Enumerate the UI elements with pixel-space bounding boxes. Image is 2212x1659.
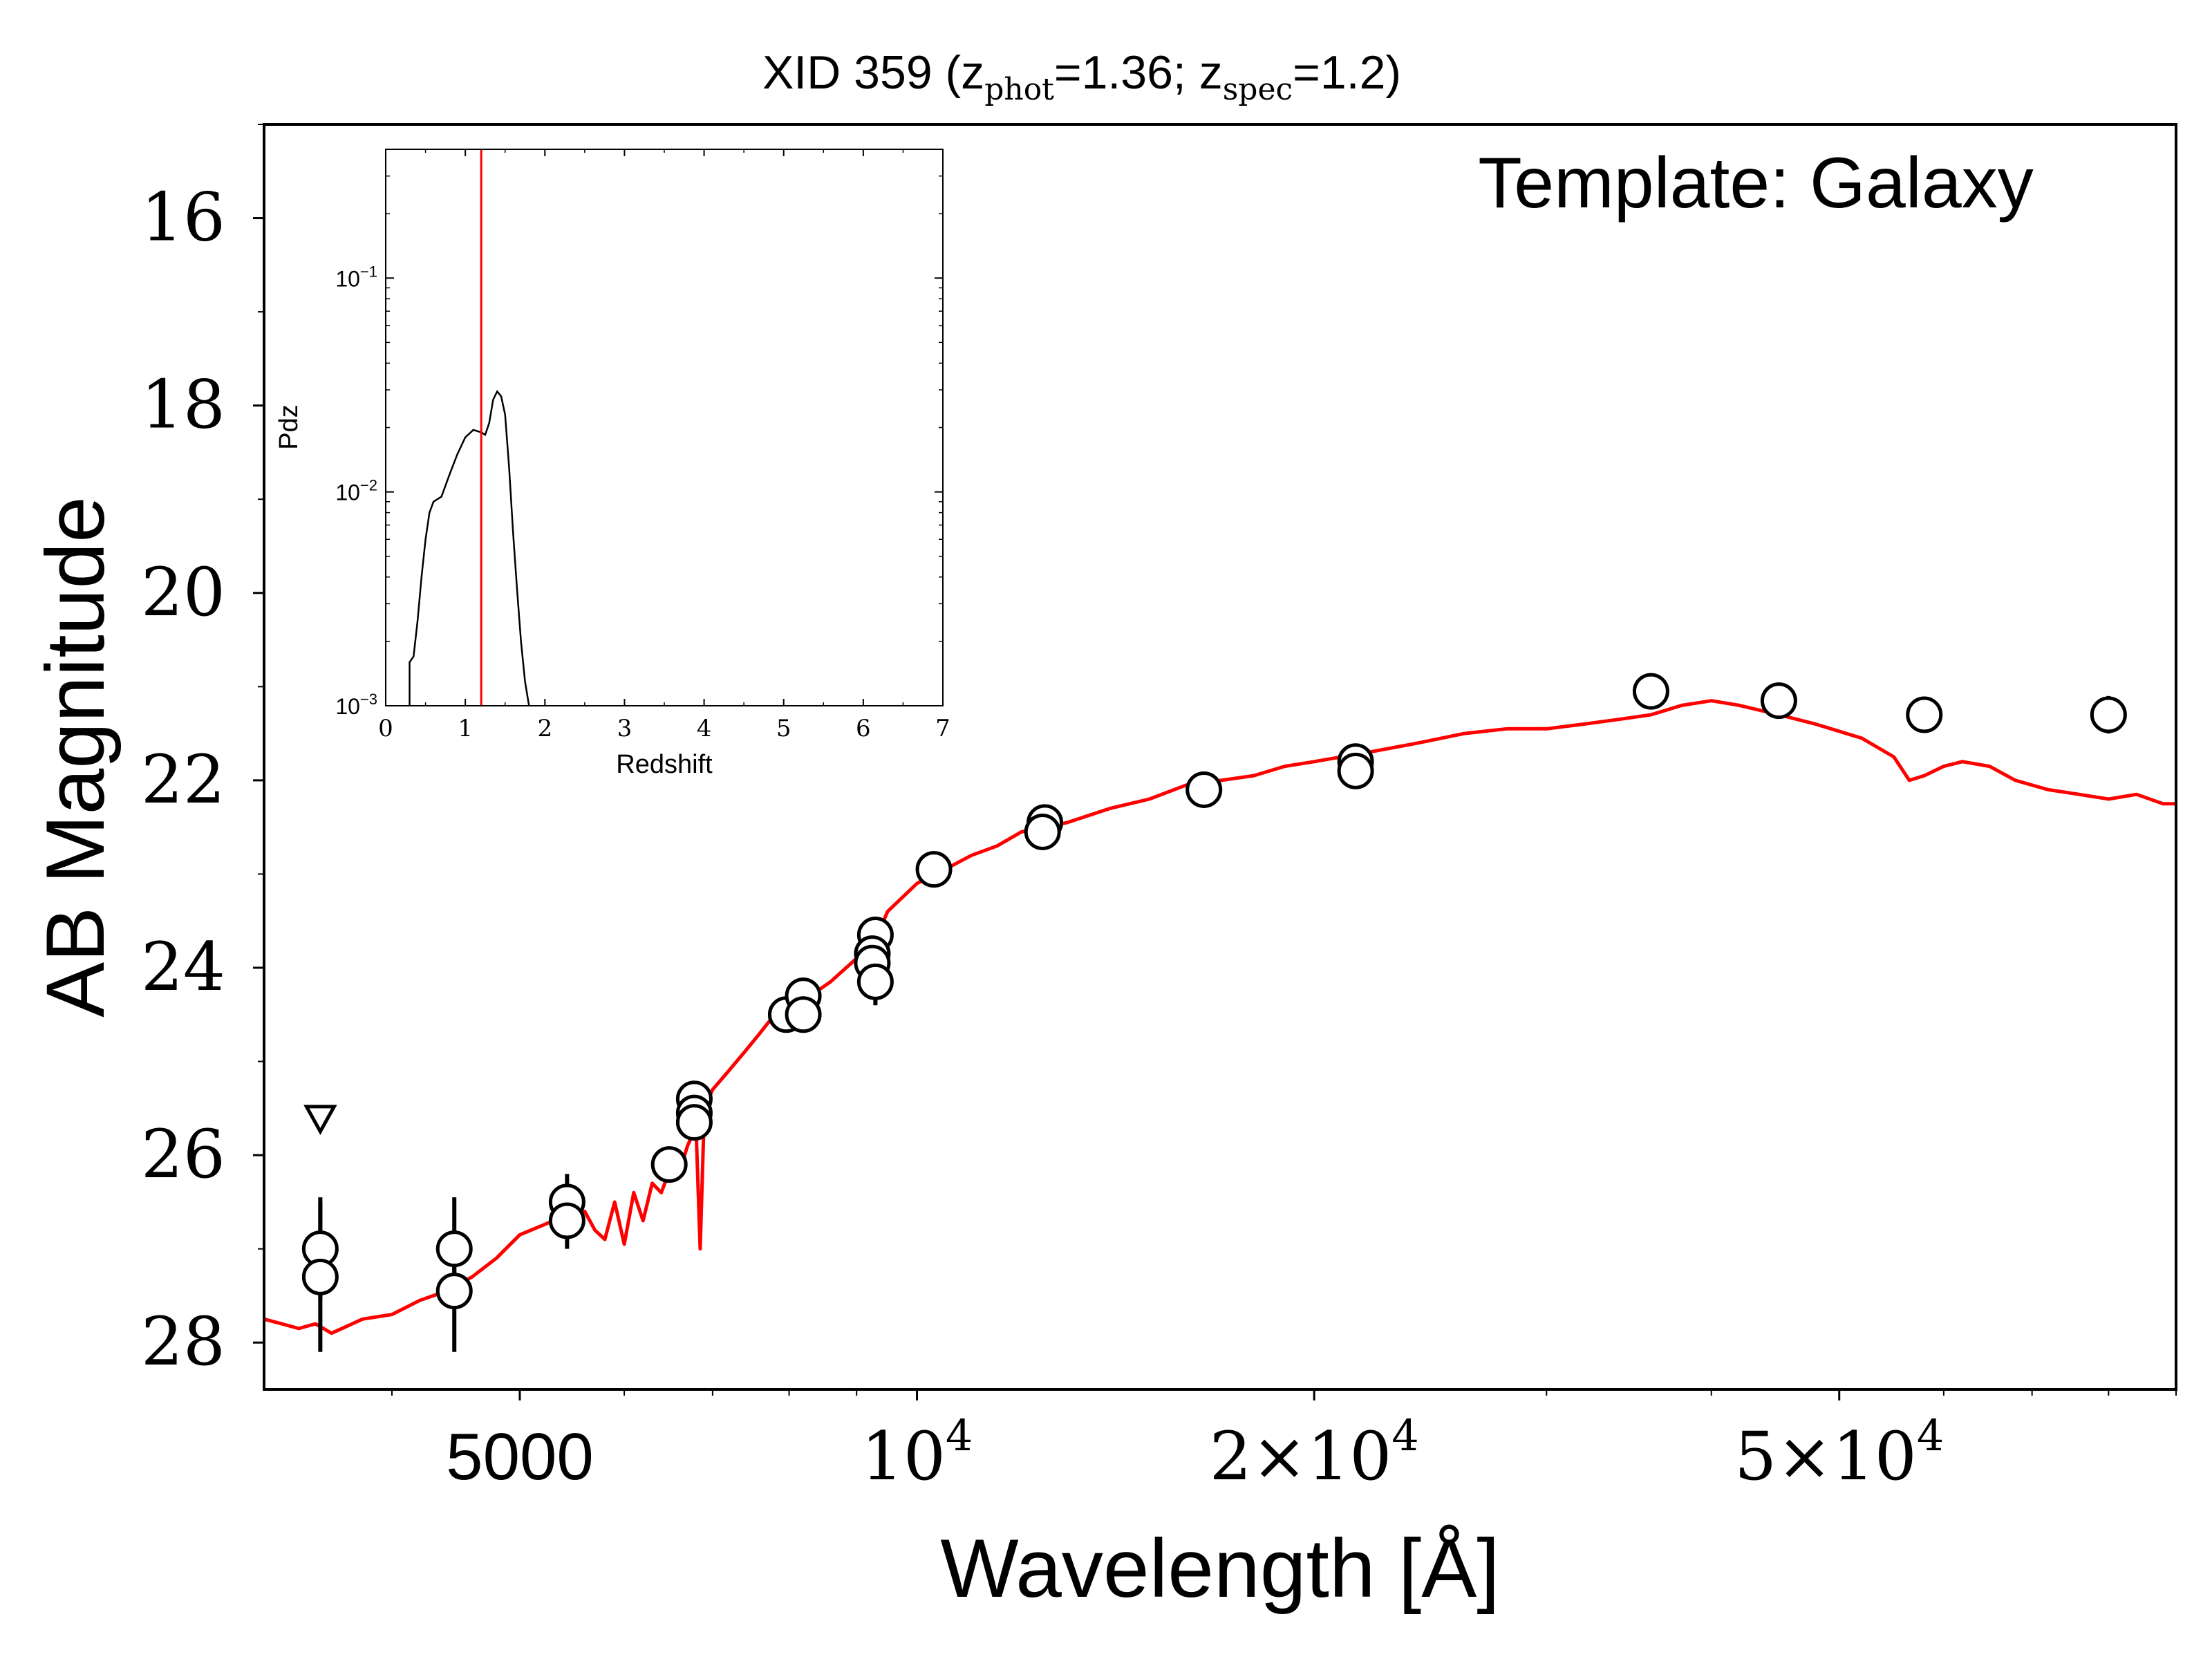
inset-y-tick-label: 10−3 (335, 691, 377, 719)
y-tick-label: 16 (141, 179, 225, 256)
x-tick-label: 2×104 (1210, 1410, 1419, 1495)
template-annotation: Template: Galaxy (1478, 143, 2033, 223)
inset-y-tick-label-exponent: −2 (360, 477, 377, 494)
data-point (650, 1146, 688, 1183)
chart-title: XID 359 (zphot=1.36; zspec=1.2) (762, 46, 1401, 107)
data-point (915, 851, 953, 888)
x-tick-label-exponent: 4 (946, 1410, 973, 1461)
y-tick-label: 20 (141, 554, 225, 631)
data-point (1185, 771, 1223, 808)
y-tick-label: 22 (141, 741, 225, 818)
inset-x-tick-label: 2 (537, 715, 552, 742)
inset-y-tick-label: 10−2 (335, 477, 377, 505)
y-tick-label: 28 (141, 1303, 225, 1380)
data-point (1906, 696, 1943, 733)
data-point (1760, 682, 1797, 720)
data-point (675, 1104, 713, 1141)
inset-y-tick-label-exponent: −1 (360, 263, 377, 280)
inset-frame (385, 149, 944, 706)
x-tick-label: 5000 (446, 1420, 594, 1494)
inset-y-tick-label: 10−1 (335, 263, 377, 291)
x-tick-label-base: 5000 (446, 1420, 594, 1494)
data-point (435, 1230, 473, 1268)
x-tick-label-base: 5×10 (1734, 1418, 1917, 1495)
inset-y-tick-label-base: 10 (335, 266, 360, 291)
inset-x-tick-label: 7 (935, 715, 950, 742)
inset-x-tick-label: 6 (856, 715, 871, 742)
data-point (785, 996, 822, 1033)
data-point (1337, 752, 1374, 789)
inset-background (386, 149, 943, 706)
data-point (856, 963, 894, 1000)
chart-title-middle: =1.36; z (1054, 46, 1223, 99)
y-tick-label: 26 (141, 1116, 225, 1193)
chart-title-phot-subscript: phot (984, 72, 1054, 107)
data-point (301, 1258, 339, 1295)
inset-y-axis-label: Pdz (274, 404, 303, 449)
inset-x-tick-label: 3 (617, 715, 632, 742)
inset-y-tick-label-base: 10 (335, 480, 360, 505)
x-tick-label-exponent: 4 (1917, 1410, 1944, 1461)
main-plot-frame (263, 123, 2177, 1391)
x-tick-label: 104 (861, 1410, 973, 1495)
inset-pdz-curve (409, 390, 530, 706)
data-point (1632, 673, 1669, 710)
inset-x-tick-label: 5 (776, 715, 791, 742)
x-tick-label-base: 10 (861, 1418, 946, 1495)
y-tick-label: 18 (141, 366, 225, 444)
x-tick-label-base: 2×10 (1210, 1418, 1392, 1495)
data-point (1024, 813, 1061, 850)
chart-title-main: XID 359 (z (762, 46, 984, 99)
inset-x-tick-label: 0 (378, 715, 393, 742)
inset-x-tick-label: 4 (697, 715, 712, 742)
inset-x-axis-label: Redshift (616, 750, 713, 779)
photometry-points (301, 673, 2127, 1352)
inset-pdz-plot: 0 1 2 3 4 5 6 710−110−210−3 Redshift Pdz (274, 149, 950, 779)
data-point (435, 1273, 473, 1310)
inset-x-tick-label: 1 (458, 715, 473, 742)
x-tick-label-exponent: 4 (1391, 1410, 1418, 1461)
x-axis-label: Wavelength [Å] (940, 1522, 1499, 1615)
chart-title-spec-subscript: spec (1223, 72, 1293, 107)
upper-limit-marker (303, 1105, 337, 1136)
y-axis-label: AB Magnitude (29, 496, 122, 1018)
data-point (2090, 696, 2127, 733)
data-point (548, 1202, 585, 1239)
x-tick-label: 5×104 (1734, 1410, 1944, 1495)
y-tick-label: 24 (141, 928, 225, 1006)
inset-y-tick-label-base: 10 (335, 694, 360, 719)
chart-title-end: =1.2) (1293, 46, 1401, 99)
inset-y-tick-label-exponent: −3 (360, 691, 377, 708)
